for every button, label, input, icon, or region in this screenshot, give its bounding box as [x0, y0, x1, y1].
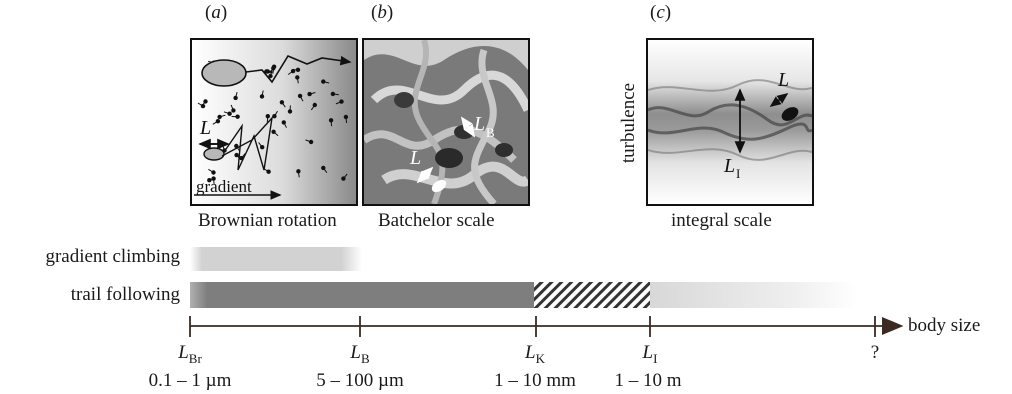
length-symbol: L — [777, 69, 789, 91]
molecule-dot — [265, 114, 270, 119]
molecule-dot — [343, 114, 349, 120]
batchelor-arrow — [460, 116, 473, 133]
integral-symbol: L — [723, 155, 735, 177]
organism-shape — [781, 107, 799, 121]
panel-integral-scale: L L I — [646, 38, 814, 206]
panel-batchelor-scale: L L B — [362, 38, 530, 206]
turbulence-label: turbulence — [618, 83, 639, 163]
organism-shape — [431, 179, 447, 193]
molecule-dot — [215, 119, 221, 124]
molecule-dot — [287, 109, 293, 114]
molecule-dot — [203, 99, 208, 104]
gradient-climbing-bar — [190, 247, 362, 271]
range-batchelor: 5 – 100 µm — [316, 370, 404, 391]
molecule-dot — [227, 111, 232, 116]
range-integral: 1 – 10 m — [614, 370, 682, 391]
molecule-dot — [266, 169, 271, 174]
panel-brownian-rotation: L gradient — [190, 38, 358, 206]
molecule-dot — [295, 75, 300, 80]
molecule-dot — [279, 100, 285, 105]
molecule-dot — [308, 139, 314, 145]
batchelor-subscript: B — [486, 125, 495, 140]
molecule-dot — [339, 99, 344, 104]
molecule-dot — [281, 120, 286, 125]
batchelor-scale-illustration: L L B — [364, 40, 528, 204]
tick-label-batchelor: LB — [350, 342, 370, 366]
molecule-dot — [231, 108, 236, 113]
large-organism-shape — [201, 59, 247, 87]
molecule-dot — [272, 114, 277, 119]
tick-label-kolmogorov: LK — [525, 342, 545, 366]
panel-a-label: (a) — [205, 2, 228, 23]
length-arrow — [769, 96, 784, 107]
panel-c-label: (c) — [650, 2, 672, 23]
molecule-dot — [235, 114, 240, 119]
length-symbol: L — [409, 147, 421, 169]
molecule-dot — [271, 129, 276, 134]
trail-following-bar-hatched — [534, 282, 650, 308]
molecule-dot — [259, 94, 265, 99]
molecule-dot — [268, 73, 273, 79]
molecule-dot — [264, 69, 269, 74]
brownian-rotation-illustration: L gradient — [192, 40, 356, 204]
caption-batchelor-scale: Batchelor scale — [378, 210, 495, 231]
batchelor-symbol: L — [473, 113, 485, 135]
molecule-dot — [296, 169, 301, 174]
length-arrow — [416, 169, 431, 184]
gradient-label: gradient — [196, 177, 252, 196]
molecule-dot — [321, 79, 326, 84]
molecule-dot — [260, 145, 265, 150]
tick-label-unknown: ? — [870, 342, 880, 363]
molecule-dot — [211, 176, 216, 181]
range-kolmogorov: 1 – 10 mm — [494, 370, 576, 391]
molecule-dot — [234, 152, 239, 158]
trail-following-label: trail following — [70, 284, 180, 305]
molecule-dot — [233, 95, 238, 101]
small-organism-path — [221, 115, 274, 171]
gradient-climbing-label: gradient climbing — [45, 246, 180, 267]
caption-integral-scale: integral scale — [671, 210, 772, 231]
panel-b-label: (b) — [371, 2, 394, 23]
molecule-dot — [312, 102, 317, 108]
axis-ticks — [189, 316, 876, 337]
molecule-dot — [271, 66, 276, 71]
tick-label-brownian: LBr — [178, 342, 202, 366]
molecule-dot — [200, 103, 206, 109]
axis-label: body size — [908, 315, 981, 336]
trail-following-bar-solid — [190, 282, 534, 308]
length-symbol: L — [199, 117, 211, 139]
molecule-dot — [307, 91, 312, 97]
molecule-dot — [290, 68, 296, 74]
molecule-dot — [297, 93, 303, 99]
molecule-dot — [207, 178, 212, 183]
caption-brownian-rotation: Brownian rotation — [198, 210, 337, 231]
molecule-dot — [341, 176, 346, 181]
integral-scale-illustration: L L I — [648, 40, 812, 204]
molecule-dot — [321, 165, 326, 171]
trail-following-bar-fade — [650, 282, 856, 308]
molecule-dot — [330, 91, 336, 97]
range-brownian: 0.1 – 1 µm — [148, 370, 232, 391]
integral-subscript: I — [736, 166, 740, 181]
turbulence-label-wrap: turbulence — [618, 83, 639, 163]
tick-label-integral: LI — [642, 342, 658, 366]
molecule-dot — [217, 114, 222, 120]
molecule-dot — [295, 67, 301, 72]
large-organism-path — [245, 54, 352, 84]
molecule-dot — [211, 170, 216, 175]
molecule-dot — [328, 118, 334, 123]
small-organism-shape — [203, 147, 225, 161]
